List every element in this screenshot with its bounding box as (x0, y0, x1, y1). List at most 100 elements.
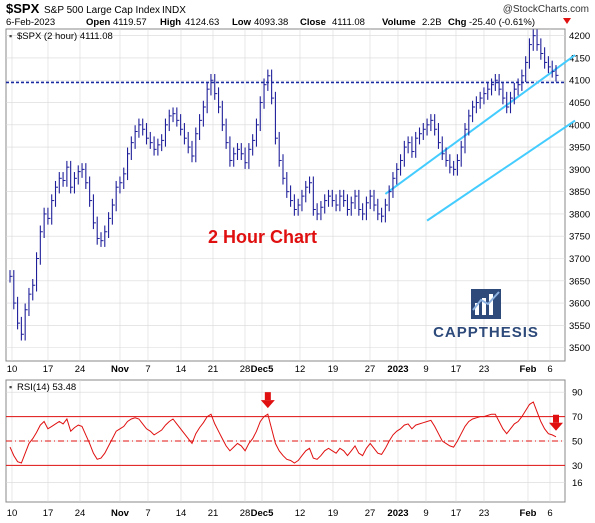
channel-lower-line (426, 119, 576, 222)
price-x-tick-label: 14 (176, 364, 187, 375)
symbol: $SPX (6, 1, 40, 16)
down-arrow-marker-icon (549, 414, 563, 431)
price-y-tick-label: 3700 (569, 254, 590, 265)
rsi-x-tick-label: 9 (423, 508, 428, 519)
price-x-tick-label: 19 (328, 364, 339, 375)
price-y-tick-label: 3650 (569, 276, 590, 287)
arrow-stem (553, 414, 559, 423)
rsi-x-axis: 10 17 24 Nov 7 14 21 28 Dec5 12 19 27 2023 9 17 23 Feb 6 (7, 508, 553, 519)
price-y-tick-label: 3750 (569, 232, 590, 243)
chg-value: -25.40 (-0.61%) (469, 17, 535, 28)
price-x-tick-label: 6 (547, 364, 552, 375)
high-label: High (160, 17, 181, 28)
rsi-x-tick-label: 12 (295, 508, 306, 519)
rsi-line (9, 401, 557, 464)
down-arrow-icon (563, 18, 571, 24)
price-y-tick-label: 4050 (569, 98, 590, 109)
rsi-x-tick-label: 19 (328, 508, 339, 519)
price-y-axis: 3500 3550 3600 3650 3700 3750 3800 3850 3900 3950… (569, 31, 590, 354)
rsi-x-tick-label: Dec5 (251, 508, 274, 519)
price-y-tick-label: 3850 (569, 187, 590, 198)
rsi-x-tick-label: 10 (7, 508, 18, 519)
low-value: 4093.38 (254, 17, 288, 28)
price-y-tick-label: 3600 (569, 299, 590, 310)
price-x-tick-label: 28 (240, 364, 251, 375)
arrow-head (549, 422, 563, 431)
volume-label: Volume (382, 17, 416, 28)
price-x-tick-label: 23 (479, 364, 490, 375)
legend-price-icon: ▪ (9, 31, 12, 41)
price-x-tick-label: 17 (43, 364, 54, 375)
arrow-stem (264, 392, 271, 401)
high-value: 4124.63 (185, 17, 219, 28)
down-arrow-marker-icon (260, 392, 275, 409)
price-y-tick-label: 3500 (569, 343, 590, 354)
price-y-tick-label: 3800 (569, 209, 590, 220)
price-x-tick-label: 2023 (387, 364, 408, 375)
price-x-axis: 10 17 24 Nov 7 14 21 28 Dec5 12 19 27 2023 9 17 23 Feb 6 (7, 364, 553, 375)
price-x-tick-label: 21 (208, 364, 219, 375)
legend-rsi-icon: ▪ (9, 382, 12, 392)
volume-value: 2.2B (422, 17, 442, 28)
price-x-tick-label: 12 (295, 364, 306, 375)
low-label: Low (232, 17, 252, 28)
rsi-levels (6, 416, 565, 466)
price-y-tick-label: 4200 (569, 31, 590, 42)
capp-thesis-logo: CAPPTHESIS (433, 289, 539, 341)
rsi-x-tick-label: 14 (176, 508, 187, 519)
rsi-y-tick-label: 16 (572, 478, 583, 489)
price-y-tick-label: 3900 (569, 165, 590, 176)
legend-rsi-label: RSI(14) 53.48 (17, 382, 76, 393)
open-value: 4119.57 (113, 17, 147, 28)
price-x-tick-label: 7 (145, 364, 150, 375)
rsi-y-tick-label: 50 (572, 437, 583, 448)
rsi-x-tick-label: 24 (75, 508, 86, 519)
price-y-tick-label: 4000 (569, 120, 590, 131)
rsi-x-tick-label: 27 (365, 508, 376, 519)
close-label: Close (300, 17, 326, 28)
price-x-tick-label: Nov (111, 364, 130, 375)
price-y-tick-label: 3950 (569, 143, 590, 154)
close-value: 4111.08 (332, 17, 365, 28)
price-x-tick-label: 27 (365, 364, 376, 375)
source-label: @StockCharts.com (503, 4, 589, 15)
rsi-x-tick-label: 7 (145, 508, 150, 519)
price-bars (9, 29, 559, 341)
rsi-y-axis: 16 30 50 70 90 (572, 388, 583, 489)
rsi-x-tick-label: 17 (43, 508, 54, 519)
price-y-tick-label: 4150 (569, 53, 590, 64)
price-x-tick-label: 24 (75, 364, 86, 375)
price-x-tick-label: 17 (451, 364, 462, 375)
price-y-tick-label: 4100 (569, 76, 590, 87)
rsi-x-tick-label: Feb (520, 508, 537, 519)
channel-upper-line (384, 54, 576, 195)
logo-text: CAPPTHESIS (433, 324, 539, 341)
rsi-x-tick-label: 2023 (387, 508, 408, 519)
price-x-tick-label: Feb (520, 364, 537, 375)
legend-rsi: ▪ RSI(14) 53.48 (9, 382, 76, 393)
arrow-head (260, 400, 275, 409)
chart-annotation: 2 Hour Chart (208, 227, 317, 247)
exchange: INDX (162, 5, 186, 16)
chg-label: Chg (448, 17, 467, 28)
rsi-x-tick-label: 23 (479, 508, 490, 519)
price-gridlines (6, 29, 565, 361)
price-x-tick-label: Dec5 (251, 364, 274, 375)
legend-price-label: $SPX (2 hour) 4111.08 (17, 31, 113, 42)
date-label: 6-Feb-2023 (6, 17, 55, 28)
rsi-y-tick-label: 70 (572, 412, 583, 423)
rsi-markers (260, 392, 563, 431)
price-x-tick-label: 10 (7, 364, 18, 375)
rsi-x-tick-label: 6 (547, 508, 552, 519)
index-name: S&P 500 Large Cap Index (44, 5, 160, 16)
rsi-x-tick-label: 17 (451, 508, 462, 519)
price-y-tick-label: 3550 (569, 321, 590, 332)
rsi-y-tick-label: 30 (572, 461, 583, 472)
rsi-x-tick-label: Nov (111, 508, 130, 519)
open-label: Open (86, 17, 110, 28)
rsi-x-tick-label: 28 (240, 508, 251, 519)
rsi-y-tick-label: 90 (572, 388, 583, 399)
price-x-tick-label: 9 (423, 364, 428, 375)
